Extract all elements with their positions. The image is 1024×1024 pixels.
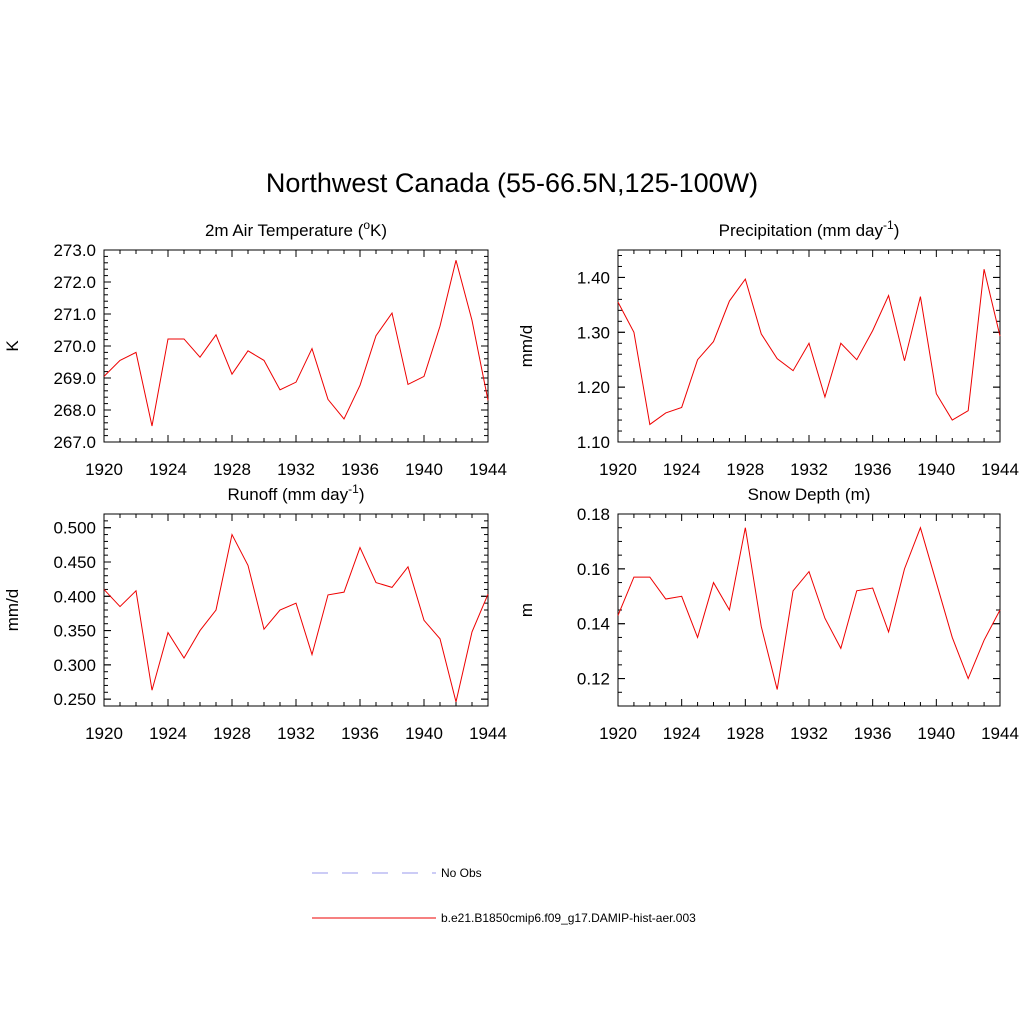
series-line	[103, 533, 489, 703]
x-tick-label: 1924	[149, 724, 187, 743]
x-tick-label: 1940	[405, 460, 443, 479]
panel-1: 1920 1924 1928 1932 1936 1940 1944 267.0 268.0 26…	[3, 218, 507, 479]
legend: No Obs b.e21.B1850cmip6.f09_g17.DAMIP-his…	[312, 866, 696, 925]
x-tick-label: 1944	[469, 724, 507, 743]
x-tick-label: 1924	[149, 460, 187, 479]
x-tick-label: 1936	[341, 724, 379, 743]
x-tick-label: 1928	[213, 724, 251, 743]
panel-title: Precipitation (mm day-1)	[719, 218, 900, 240]
legend-label-2: b.e21.B1850cmip6.f09_g17.DAMIP-hist-aer.…	[441, 911, 696, 925]
panel-title: Snow Depth (m)	[748, 485, 871, 504]
panel-title-text: Snow Depth (m)	[748, 485, 871, 504]
x-tick-label: 1928	[213, 460, 251, 479]
panel-title-text-end: )	[894, 221, 900, 240]
x-tick-label: 1940	[917, 724, 955, 743]
y-axis-label: m	[517, 603, 536, 617]
x-tick-label: 1920	[599, 460, 637, 479]
y-tick-label: 1.40	[577, 268, 610, 287]
x-tick-label: 1920	[599, 724, 637, 743]
series-line	[617, 526, 1001, 690]
x-tick-label: 1928	[726, 724, 764, 743]
y-tick-label: 268.0	[53, 401, 96, 420]
panel-title-superscript: -1	[883, 218, 894, 232]
x-tick-label: 1936	[854, 724, 892, 743]
series-line	[103, 260, 489, 427]
x-tick-label: 1924	[663, 724, 701, 743]
panel-title: Runoff (mm day-1)	[228, 482, 365, 504]
plot-frame	[617, 249, 1001, 443]
x-tick-label: 1928	[726, 460, 764, 479]
y-tick-label: 0.12	[577, 670, 610, 689]
series-line	[617, 269, 1001, 426]
y-tick-label: 0.16	[577, 560, 610, 579]
y-tick-label: 0.450	[53, 553, 96, 572]
panels-group: 1920 1924 1928 1932 1936 1940 1944 267.0 268.0 26…	[3, 218, 1019, 743]
y-tick-label: 0.300	[53, 656, 96, 675]
legend-label-1: No Obs	[441, 866, 482, 880]
y-axis-label: mm/d	[3, 589, 22, 632]
y-tick-label: 0.18	[577, 505, 610, 524]
panel-title-superscript: -1	[348, 482, 359, 496]
y-tick-label: 1.10	[577, 433, 610, 452]
plot-frame	[103, 513, 489, 707]
x-tick-label: 1936	[341, 460, 379, 479]
y-tick-label: 267.0	[53, 433, 96, 452]
plot-frame	[617, 513, 1001, 707]
panel-4: 1920 1924 1928 1932 1936 1940 1944 0.12 0.14 0.16…	[517, 485, 1019, 743]
x-tick-label: 1920	[85, 460, 123, 479]
panel-title-superscript: o	[363, 218, 370, 232]
x-tick-label: 1932	[790, 724, 828, 743]
plot-frame	[103, 249, 489, 443]
y-tick-label: 0.14	[577, 615, 610, 634]
x-tick-label: 1940	[405, 724, 443, 743]
y-tick-label: 0.350	[53, 622, 96, 641]
x-tick-label: 1924	[663, 460, 701, 479]
y-tick-label: 269.0	[53, 369, 96, 388]
y-axis-label: K	[3, 340, 22, 352]
y-axis-label: mm/d	[517, 325, 536, 368]
y-tick-label: 0.250	[53, 690, 96, 709]
panel-2: 1920 1924 1928 1932 1936 1940 1944 1.10 1.20 1.30…	[517, 218, 1019, 479]
panel-title-text: Runoff (mm day	[228, 485, 349, 504]
panel-title-text: Precipitation (mm day	[719, 221, 884, 240]
x-tick-label: 1920	[85, 724, 123, 743]
x-tick-label: 1940	[917, 460, 955, 479]
y-tick-label: 1.20	[577, 378, 610, 397]
y-tick-label: 1.30	[577, 323, 610, 342]
x-tick-label: 1936	[854, 460, 892, 479]
panel-title: 2m Air Temperature (oK)	[205, 218, 387, 240]
y-tick-label: 0.500	[53, 519, 96, 538]
y-tick-label: 272.0	[53, 273, 96, 292]
panel-title-text-end: K)	[370, 221, 387, 240]
x-tick-label: 1944	[981, 724, 1019, 743]
x-tick-label: 1932	[277, 460, 315, 479]
x-tick-label: 1932	[277, 724, 315, 743]
y-tick-label: 0.400	[53, 587, 96, 606]
y-tick-label: 271.0	[53, 305, 96, 324]
y-tick-label: 273.0	[53, 241, 96, 260]
panel-title-text-end: )	[359, 485, 365, 504]
y-tick-label: 270.0	[53, 337, 96, 356]
x-tick-label: 1944	[469, 460, 507, 479]
x-tick-label: 1932	[790, 460, 828, 479]
figure-title: Northwest Canada (55-66.5N,125-100W)	[265, 168, 759, 198]
x-tick-label: 1944	[981, 460, 1019, 479]
panel-3: 1920 1924 1928 1932 1936 1940 1944 0.250 0.300 0.…	[3, 482, 507, 743]
panel-title-text: 2m Air Temperature (	[205, 221, 364, 240]
